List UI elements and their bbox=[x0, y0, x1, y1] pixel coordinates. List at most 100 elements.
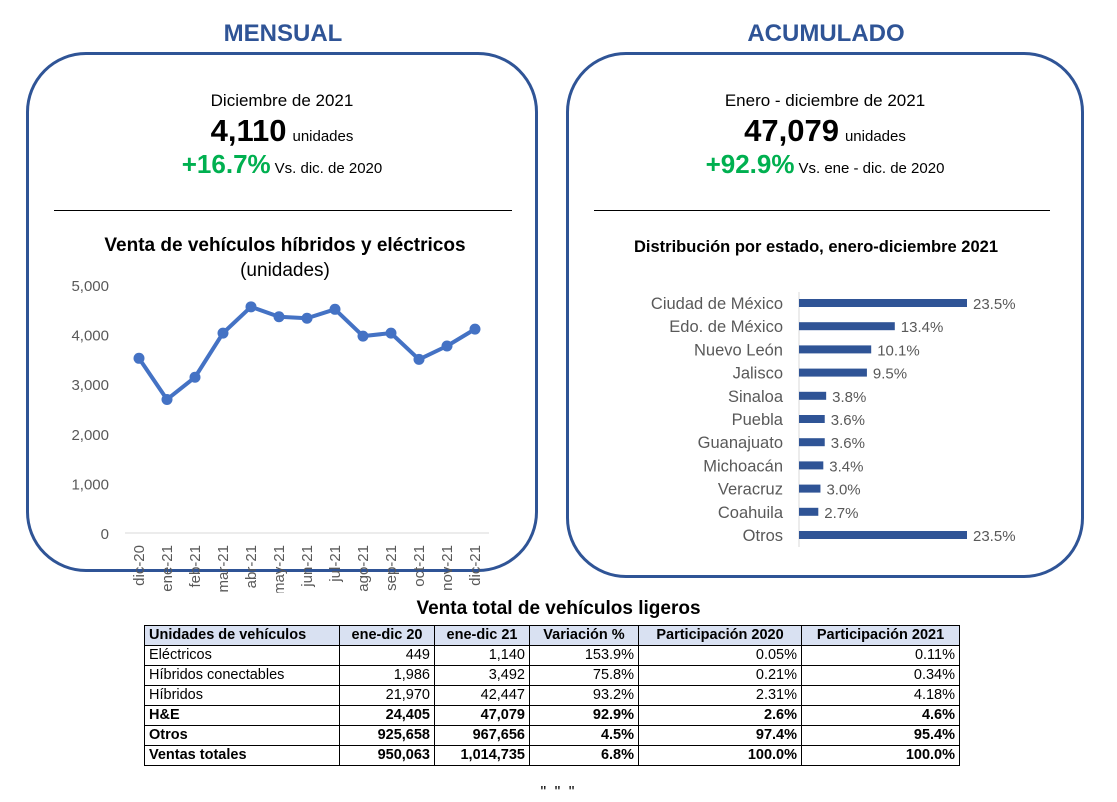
acumulado-panel: Enero - diciembre de 2021 47,079 unidades… bbox=[566, 52, 1084, 578]
table-cell: 1,014,735 bbox=[434, 745, 530, 766]
bar-value-label: 3.6% bbox=[831, 435, 865, 452]
bar bbox=[799, 507, 819, 516]
bar bbox=[799, 345, 872, 354]
table-cell: 4.18% bbox=[801, 685, 960, 706]
line-point bbox=[189, 371, 201, 383]
line-point bbox=[245, 301, 257, 313]
table-cell: 95.4% bbox=[801, 725, 960, 746]
bar-value-label: 13.4% bbox=[901, 319, 944, 336]
bar-value-label: 3.8% bbox=[832, 389, 866, 406]
table-cell: 42,447 bbox=[434, 685, 530, 706]
table-cell: 97.4% bbox=[638, 725, 802, 746]
bar-category-label: Nuevo León bbox=[694, 341, 783, 359]
bar bbox=[799, 299, 967, 307]
table-cell: 92.9% bbox=[529, 705, 639, 726]
table-cell: 100.0% bbox=[638, 745, 802, 766]
table-cell: 1,140 bbox=[434, 645, 530, 666]
bar bbox=[799, 484, 821, 493]
mensual-period: Diciembre de 2021 bbox=[210, 91, 354, 110]
table-cell: 75.8% bbox=[529, 665, 639, 686]
bar-category-label: Edo. de México bbox=[669, 318, 783, 336]
table-cell: 967,656 bbox=[434, 725, 530, 746]
bar-value-label: 10.1% bbox=[877, 342, 920, 359]
bar bbox=[799, 461, 824, 470]
line-y-tick-label: 2,000 bbox=[71, 427, 109, 444]
bar bbox=[799, 531, 967, 539]
header-share-2020: Participación 2020 bbox=[638, 625, 802, 646]
bar-category-label: Otros bbox=[743, 527, 783, 545]
acumulado-kpi: Enero - diciembre de 2021 47,079 unidades… bbox=[569, 91, 1081, 180]
table-cell: 2.31% bbox=[638, 685, 802, 706]
mensual-panel: Diciembre de 2021 4,110 unidades +16.7% Vs… bbox=[26, 52, 538, 593]
mensual-units-value: 4,110 bbox=[210, 113, 287, 148]
table-row: Híbridos conectables 1,986 3,492 75.8% 0.21%… bbox=[144, 665, 960, 686]
line-x-tick-label: may-21 bbox=[271, 545, 288, 593]
table-cell: Ventas totales bbox=[144, 745, 340, 766]
acumulado-section-title: ACUMULADO bbox=[747, 20, 905, 47]
table-cell: 0.11% bbox=[801, 645, 960, 666]
bar bbox=[799, 391, 827, 400]
line-chart: 0 1,000 2,000 3,000 4,000 5,000 dic-20 ene-21 fe… bbox=[71, 278, 489, 593]
table-row: Híbridos 21,970 42,447 93.2% 2.31% 4.18% bbox=[144, 685, 960, 706]
table-cell: 47,079 bbox=[434, 705, 530, 726]
header-variation: Variación % bbox=[529, 625, 639, 646]
table-cell: 21,970 bbox=[339, 685, 435, 706]
table-cell: Eléctricos bbox=[144, 645, 340, 666]
line-x-tick-label: dic-20 bbox=[131, 545, 148, 586]
line-x-tick-label: ene-21 bbox=[159, 545, 176, 592]
line-point bbox=[133, 352, 145, 364]
footer-mark: " " " bbox=[540, 784, 577, 801]
bar bbox=[799, 438, 825, 447]
table-cell: 950,063 bbox=[339, 745, 435, 766]
line-point bbox=[441, 340, 453, 352]
mensual-units-label: unidades bbox=[292, 128, 354, 145]
table-cell: 0.34% bbox=[801, 665, 960, 686]
acumulado-period: Enero - diciembre de 2021 bbox=[724, 91, 926, 110]
table-cell: 1,986 bbox=[339, 665, 435, 686]
header-units: Unidades de vehículos bbox=[144, 625, 340, 646]
line-x-tick-label: mar-21 bbox=[215, 545, 232, 593]
table-cell: 3,492 bbox=[434, 665, 530, 686]
table-cell: Híbridos bbox=[144, 685, 340, 706]
bar-chart-title: Distribución por estado, enero-diciembre… bbox=[633, 238, 998, 256]
table-cell: 4.5% bbox=[529, 725, 639, 746]
line-y-tick-label: 3,000 bbox=[71, 377, 109, 394]
bar-chart: Ciudad de México 23.5% Edo. de México 13.4%… bbox=[651, 292, 1016, 547]
line-point bbox=[413, 353, 425, 365]
line-chart-title: Venta de vehículos híbridos y eléctricos bbox=[104, 235, 466, 256]
acumulado-divider bbox=[594, 210, 1050, 211]
line-point bbox=[385, 327, 397, 339]
header-share-2021: Participación 2021 bbox=[801, 625, 960, 646]
mensual-change-label: Vs. dic. de 2020 bbox=[274, 160, 383, 177]
line-y-tick-label: 5,000 bbox=[71, 278, 109, 295]
line-point bbox=[217, 327, 229, 339]
table-header-row: Unidades de vehículos ene-dic 20 ene-dic… bbox=[144, 625, 960, 646]
header-2020: ene-dic 20 bbox=[339, 625, 435, 646]
line-x-tick-label: sep-21 bbox=[383, 545, 400, 591]
line-chart-title-block: Venta de vehículos híbridos y eléctricos… bbox=[49, 235, 521, 282]
table-cell: 4.6% bbox=[801, 705, 960, 726]
mensual-divider bbox=[54, 210, 512, 211]
bar-value-label: 3.4% bbox=[829, 458, 863, 475]
line-x-tick-label: oct-21 bbox=[411, 545, 428, 587]
line-point bbox=[329, 303, 341, 315]
bar-category-label: Ciudad de México bbox=[651, 295, 783, 313]
bar bbox=[799, 322, 895, 331]
acumulado-units-label: unidades bbox=[844, 128, 906, 145]
bar-category-label: Sinaloa bbox=[728, 388, 784, 406]
table-cell: Híbridos conectables bbox=[144, 665, 340, 686]
mensual-change-pct: +16.7% bbox=[181, 149, 271, 179]
bar-value-label: 23.5% bbox=[973, 528, 1016, 545]
mensual-section-title: MENSUAL bbox=[223, 20, 343, 47]
table-cell: 925,658 bbox=[339, 725, 435, 746]
line-point bbox=[273, 311, 285, 323]
line-x-tick-label: abr-21 bbox=[243, 545, 260, 588]
table-row: Eléctricos 449 1,140 153.9% 0.05% 0.11% bbox=[144, 645, 960, 666]
table-cell: 24,405 bbox=[339, 705, 435, 726]
line-chart-subtitle: (unidades) bbox=[240, 260, 330, 281]
bar bbox=[799, 368, 867, 377]
line-y-tick-label: 4,000 bbox=[71, 328, 109, 345]
table-row: H&E 24,405 47,079 92.9% 2.6% 4.6% bbox=[144, 705, 960, 726]
line-x-tick-label: nov-21 bbox=[439, 545, 456, 591]
line-x-tick-label: jun-21 bbox=[299, 545, 316, 588]
